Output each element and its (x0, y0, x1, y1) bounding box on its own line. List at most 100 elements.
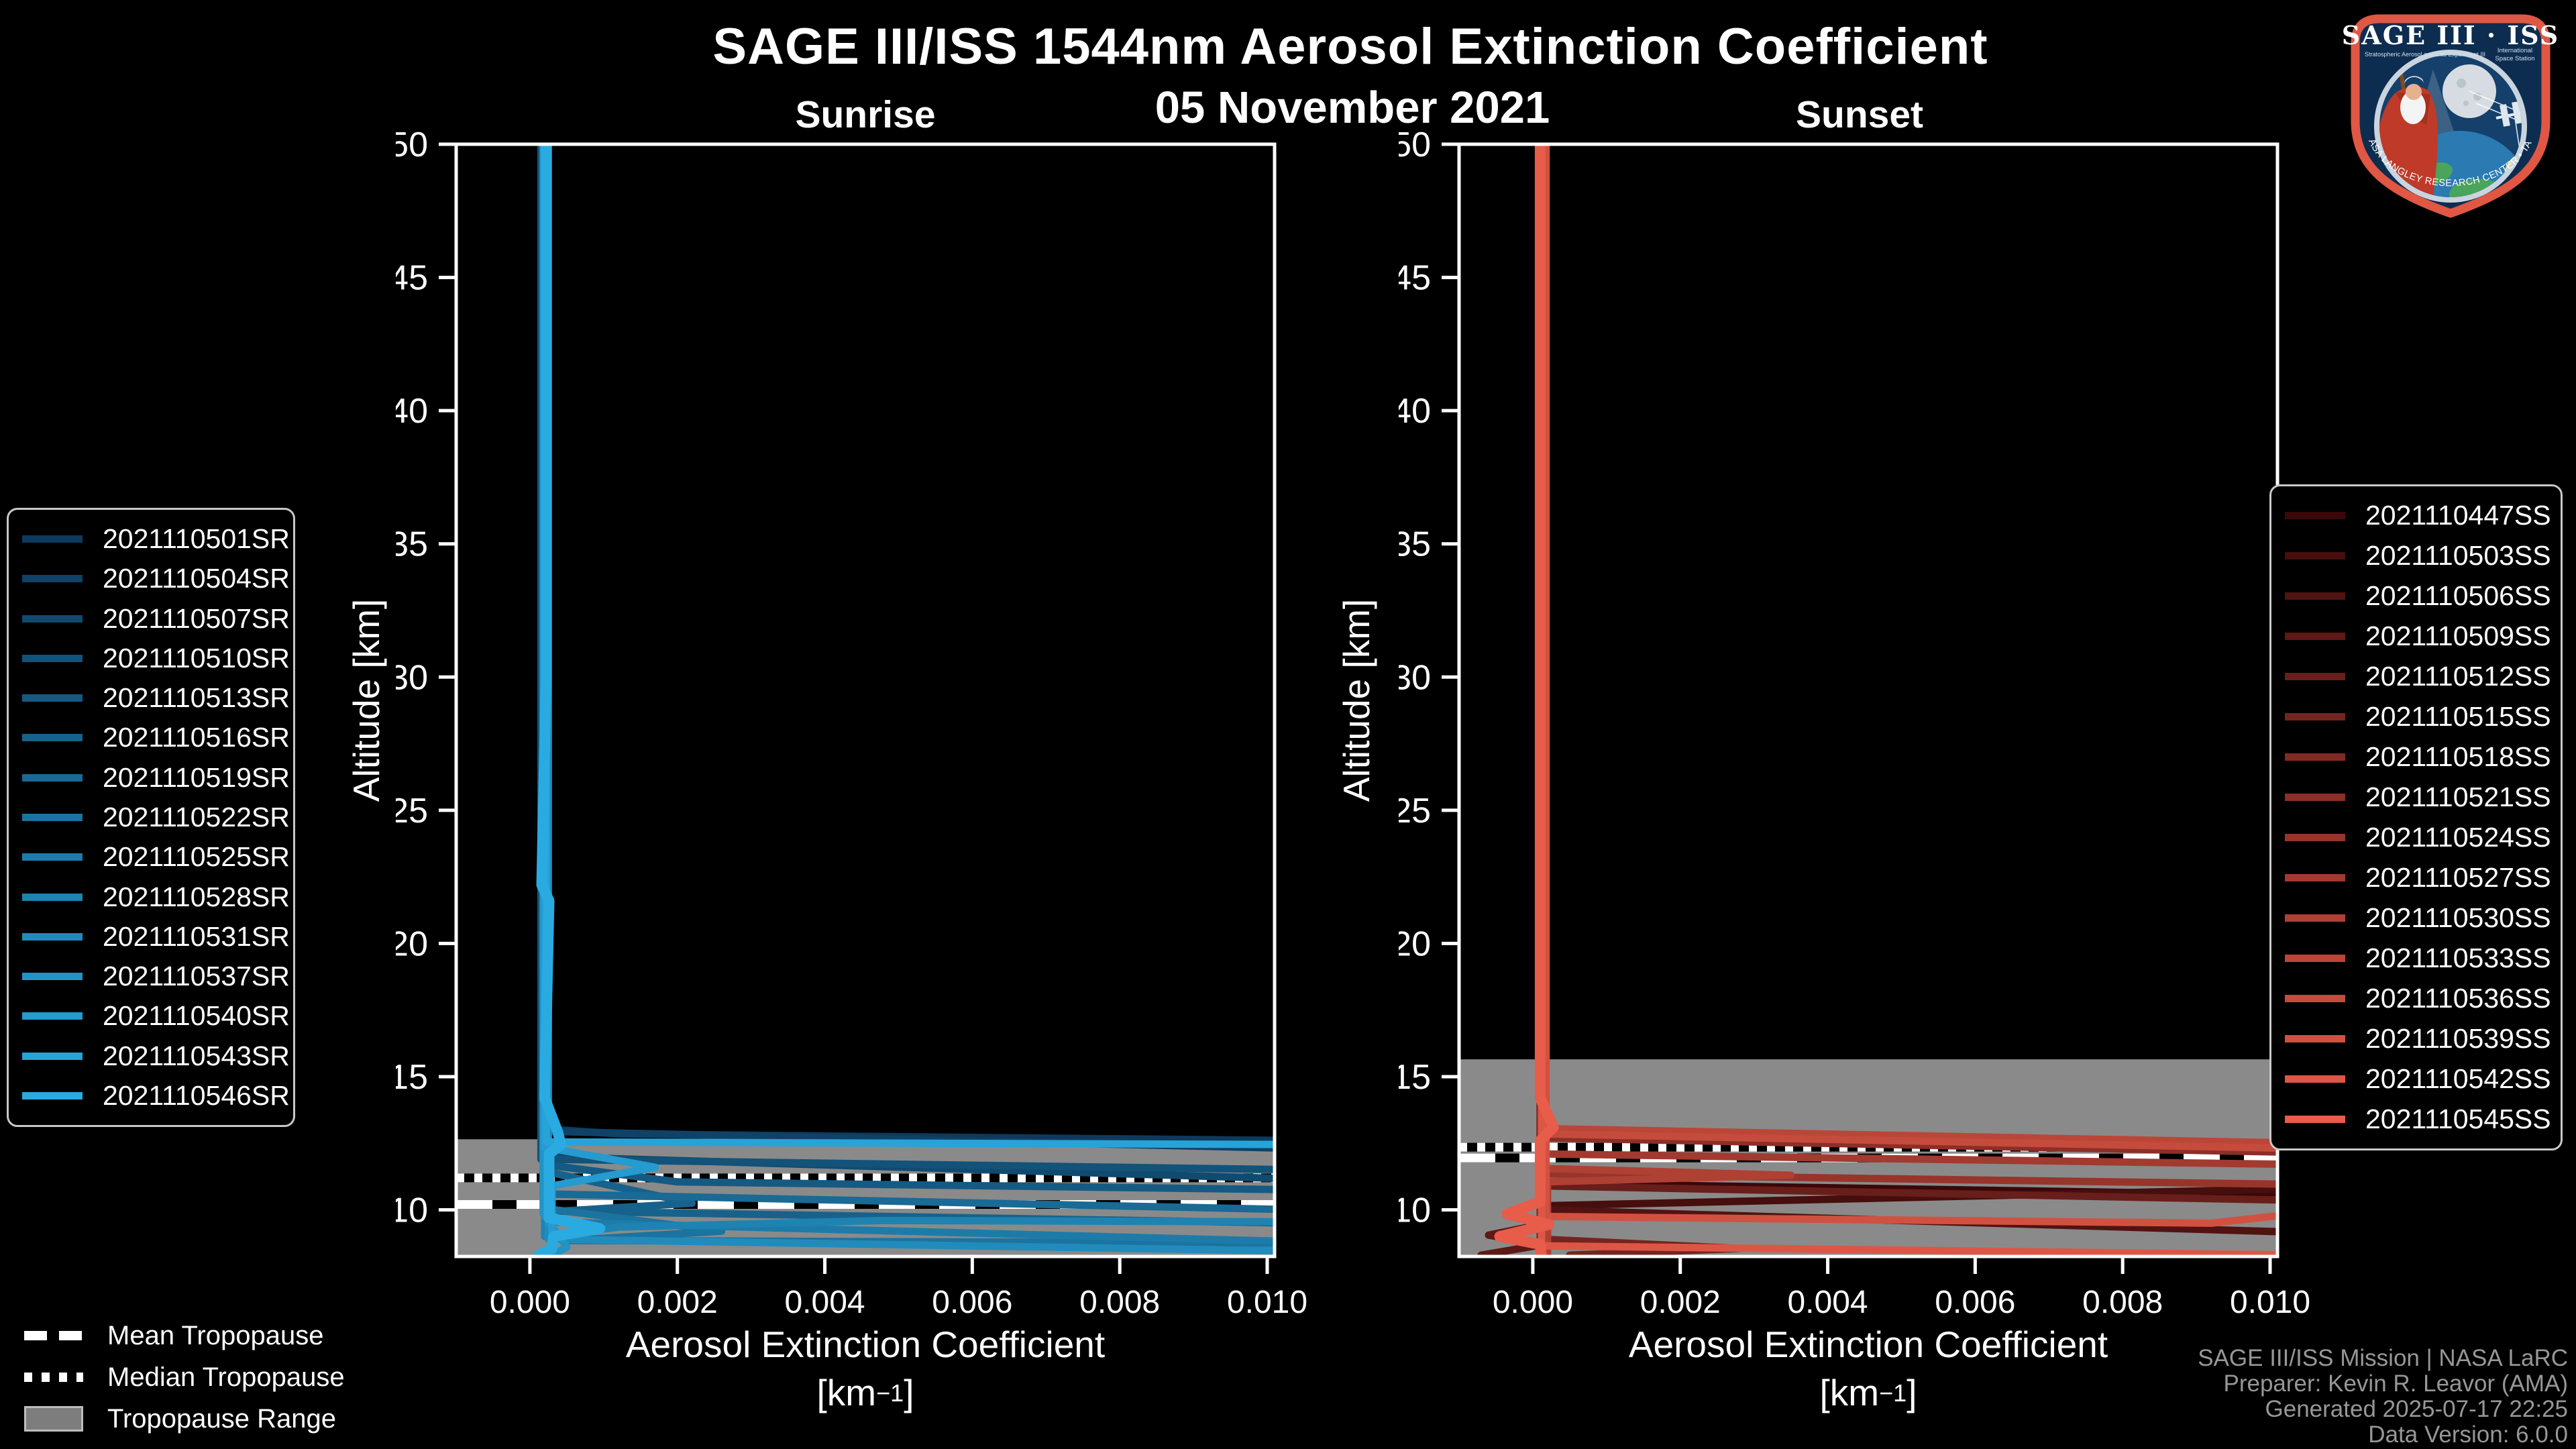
legend-line-swatch (2285, 1075, 2345, 1083)
legend-label: 2021110543SR (103, 1040, 290, 1071)
profile-line-2021110507SR (541, 144, 1275, 1182)
x-tick-label: 0.008 (1079, 1285, 1160, 1317)
profile-line-2021110516SR (541, 144, 1275, 1227)
profile-line-2021110546SR (533, 144, 606, 1256)
profile-line-2021110501SR (537, 144, 1275, 1144)
legend-line-swatch (22, 575, 83, 583)
legend-line-swatch (2285, 592, 2345, 600)
y-tick-label: 40 (396, 392, 428, 431)
legend-label: 2021110509SS (2365, 621, 2551, 652)
profile-line-2021110519SR (539, 144, 1275, 1214)
profile-line-2021110545SS (1494, 144, 1559, 1256)
x-tick-label: 0.002 (637, 1285, 718, 1317)
profile-line-2021110447SS (1538, 144, 2277, 1199)
y-axis-label-sunrise: Altitude [km] (345, 598, 387, 802)
legend-label: 2021110518SS (2365, 741, 2551, 773)
legend-item: 2021110519SR (9, 762, 293, 794)
profile-line-2021110528SR (541, 144, 1275, 1240)
profile-line-2021110512SS (1536, 144, 2277, 1204)
legend-line-swatch (22, 694, 83, 702)
legend-label: 2021110530SS (2365, 902, 2551, 933)
y-tick-label: 50 (1399, 125, 1431, 164)
legend-line-swatch (2285, 1034, 2345, 1042)
unit-post: ] (904, 1372, 914, 1413)
legend-line-swatch (22, 734, 83, 742)
x-tick-label: 0.006 (1935, 1285, 2015, 1317)
profile-line-2021110504SR (539, 144, 1275, 1152)
profile-line-2021110527SS (1538, 144, 2277, 1168)
legend-line-swatch (22, 853, 83, 861)
sunrise-plot: 0.000 0.002 0.004 0.006 0.008 0.010 50 45 40 35 30… (396, 125, 1307, 1317)
profile-line-2021110510SR (537, 144, 1275, 1173)
data-version: Data Version: 6.0.0 (2368, 1421, 2568, 1448)
profile-line-2021110525SR (542, 144, 1275, 1245)
legend-item: 2021110540SR (9, 1000, 293, 1032)
x-axis-unit-sunrise: [km−1] (817, 1371, 914, 1414)
legend-label: 2021110525SR (103, 841, 290, 873)
x-tick-label: 0.006 (932, 1285, 1012, 1317)
legend-line-swatch (2285, 552, 2345, 560)
legend-line-swatch (2285, 633, 2345, 641)
legend-label: 2021110533SS (2365, 942, 2551, 973)
y-tick-label: 10 (1399, 1191, 1431, 1230)
legend-line-swatch (22, 973, 83, 981)
mean-tropopause-label: Mean Tropopause (107, 1320, 324, 1350)
legend-item: 2021110528SR (9, 881, 293, 913)
x-tick-label: 0.004 (784, 1285, 865, 1317)
gray-band-swatch (24, 1406, 83, 1432)
legend-label: 2021110516SR (103, 722, 290, 753)
legend-item: 2021110527SS (2271, 862, 2561, 894)
legend-line-swatch (22, 932, 83, 941)
legend-label: 2021110506SS (2365, 580, 2551, 612)
legend-line-swatch (22, 1052, 83, 1060)
x-axis-label-sunrise: Aerosol Extinction Coefficient (625, 1324, 1106, 1365)
y-tick-label: 40 (1399, 392, 1431, 431)
legend-item: 2021110515SS (2271, 701, 2561, 733)
y-tick-label: 35 (1399, 525, 1431, 564)
legend-item: 2021110507SR (9, 603, 293, 635)
legend-item: 2021110546SR (9, 1080, 293, 1112)
legend-item: 2021110542SS (2271, 1063, 2561, 1095)
x-tick-label: 0.004 (1787, 1285, 1868, 1317)
plot-frame (454, 142, 1277, 1258)
legend-line-swatch (22, 614, 83, 623)
y-tick-label: 45 (1399, 259, 1431, 298)
median-tropopause-label: Median Tropopause (107, 1362, 345, 1392)
legend-item: 2021110504SR (9, 563, 293, 594)
legend-line-swatch (2285, 833, 2345, 841)
legend-label: 2021110519SR (103, 761, 290, 793)
y-tick-label: 25 (396, 792, 428, 830)
mission-credit: SAGE III/ISS Mission | NASA LaRC (2198, 1345, 2568, 1371)
profile-line-2021110536SS (1540, 144, 2277, 1152)
legend-item: 2021110447SS (2271, 500, 2561, 531)
legend-item: 2021110510SR (9, 643, 293, 674)
legend-item: 2021110518SS (2271, 741, 2561, 773)
legend-label: 2021110539SS (2365, 1022, 2551, 1054)
y-tick-label: 15 (1399, 1058, 1431, 1097)
generated-timestamp: Generated 2025-07-17 22:25 (2265, 1396, 2568, 1422)
y-tick-label: 50 (396, 125, 428, 164)
legend-item: 2021110506SS (2271, 580, 2561, 612)
legend-item: 2021110531SR (9, 921, 293, 953)
legend-item: 2021110536SS (2271, 983, 2561, 1014)
sunset-plot: 0.000 0.002 0.004 0.006 0.008 0.010 50 45 40 35 30… (1399, 125, 2310, 1317)
legend-label: 2021110536SS (2365, 982, 2551, 1014)
legend-line-swatch (2285, 954, 2345, 962)
y-axis-label-sunset: Altitude [km] (1336, 598, 1377, 802)
legend-item-tropopause-range: Tropopause Range (24, 1398, 345, 1440)
x-tick-label: 0.002 (1640, 1285, 1721, 1317)
unit-sup: −1 (876, 1379, 904, 1407)
unit-pre: [km (1819, 1372, 1880, 1413)
profile-line-2021110543SR (542, 144, 1275, 1148)
legend-item: 2021110525SR (9, 841, 293, 873)
x-tick-label: 0.010 (1227, 1285, 1307, 1317)
legend-label: 2021110513SR (103, 682, 290, 714)
legend-label: 2021110540SR (103, 1000, 290, 1032)
legend-item: 2021110522SR (9, 802, 293, 833)
profile-line-2021110533SS (1540, 144, 2277, 1146)
y-tick-label: 30 (1399, 658, 1431, 697)
legend-line-swatch (22, 654, 83, 662)
y-tick-label: 15 (396, 1058, 428, 1097)
sunrise-legend: 2021110501SR 2021110504SR 2021110507SR 2021… (7, 508, 295, 1127)
